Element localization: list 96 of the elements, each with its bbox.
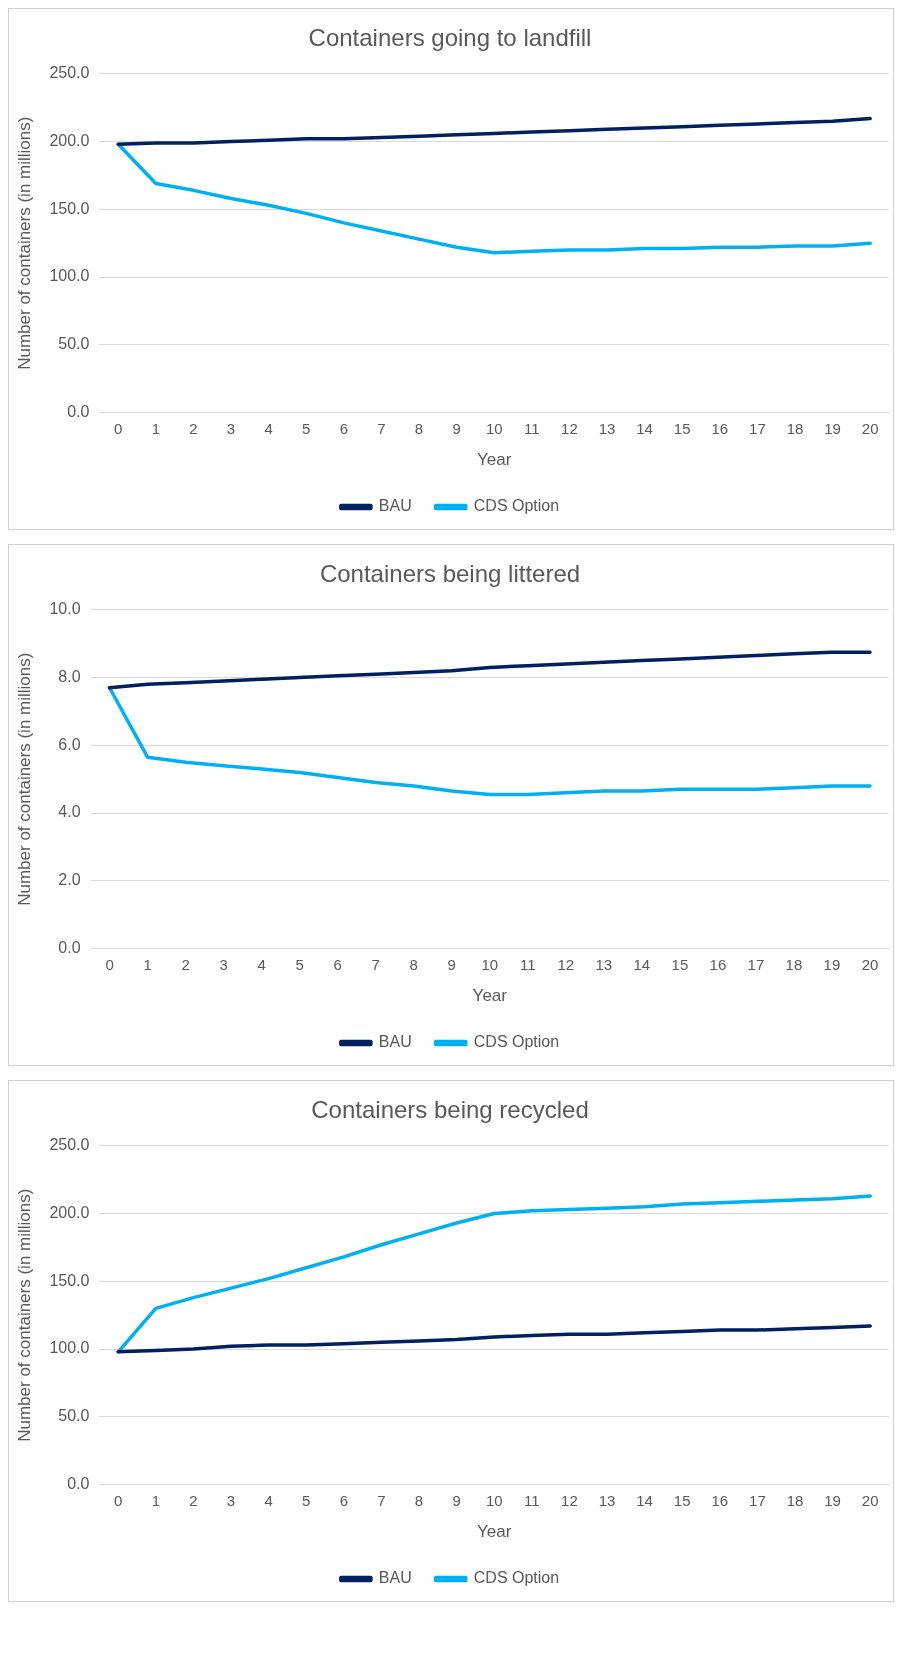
x-tick-label: 15 xyxy=(673,419,691,437)
x-tick-label: 8 xyxy=(414,1491,424,1509)
x-tick-label: 14 xyxy=(633,955,651,973)
x-tick-label: 19 xyxy=(824,1491,841,1509)
x-tick-label: 1 xyxy=(151,419,161,437)
x-tick-label: 18 xyxy=(786,419,804,437)
x-tick-label: 5 xyxy=(295,955,304,973)
y-tick-label: 0.0 xyxy=(67,403,90,421)
x-tick-label: 6 xyxy=(339,1491,348,1509)
y-tick-label: 2.0 xyxy=(58,871,81,889)
x-tick-label: 16 xyxy=(709,955,727,973)
y-tick-label: 50.0 xyxy=(58,1407,90,1425)
y-tick-label: 6.0 xyxy=(58,735,81,753)
x-tick-label: 5 xyxy=(302,419,311,437)
x-axis-title: Year xyxy=(477,450,512,470)
y-tick-label: 200.0 xyxy=(49,131,90,149)
legend-label: CDS Option xyxy=(473,1569,560,1587)
x-tick-label: 14 xyxy=(636,419,653,437)
y-tick-label: 250.0 xyxy=(49,64,90,82)
x-tick-label: 1 xyxy=(143,955,152,973)
x-tick-label: 2 xyxy=(189,1491,198,1509)
x-tick-label: 3 xyxy=(226,1491,236,1509)
x-tick-label: 13 xyxy=(598,1491,616,1509)
y-tick-label: 100.0 xyxy=(49,1339,90,1357)
x-tick-label: 9 xyxy=(447,955,456,973)
x-tick-label: 11 xyxy=(520,955,536,973)
x-tick-label: 4 xyxy=(264,1491,273,1509)
x-tick-label: 17 xyxy=(749,419,766,437)
y-tick-label: 250.0 xyxy=(49,1136,90,1154)
x-tick-label: 7 xyxy=(371,955,380,973)
chart-title: Containers going to landfill xyxy=(308,24,592,52)
x-tick-label: 12 xyxy=(557,955,575,973)
x-tick-label: 8 xyxy=(409,955,418,973)
x-tick-label: 1 xyxy=(151,1491,161,1509)
x-tick-label: 2 xyxy=(189,419,198,437)
x-tick-label: 0 xyxy=(114,419,123,437)
y-tick-label: 0.0 xyxy=(58,939,81,957)
x-tick-label: 4 xyxy=(257,955,266,973)
y-tick-label: 0.0 xyxy=(67,1475,90,1493)
x-tick-label: 6 xyxy=(333,955,342,973)
x-tick-label: 18 xyxy=(785,955,803,973)
x-tick-label: 3 xyxy=(226,419,236,437)
y-axis-title: Number of containers (in millions) xyxy=(14,652,34,906)
x-tick-label: 3 xyxy=(219,955,228,973)
x-tick-label: 5 xyxy=(302,1491,311,1509)
x-tick-label: 4 xyxy=(264,419,273,437)
x-tick-label: 13 xyxy=(595,955,613,973)
x-tick-label: 0 xyxy=(114,1491,123,1509)
x-tick-label: 9 xyxy=(452,419,461,437)
legend-label: BAU xyxy=(378,1033,412,1051)
chart-title: Containers being recycled xyxy=(311,1096,589,1124)
x-tick-label: 15 xyxy=(673,1491,691,1509)
x-tick-label: 10 xyxy=(485,1491,503,1509)
y-tick-label: 50.0 xyxy=(58,335,90,353)
x-tick-label: 12 xyxy=(561,1491,578,1509)
legend-label: BAU xyxy=(378,1569,412,1587)
x-tick-label: 17 xyxy=(749,1491,766,1509)
x-tick-label: 11 xyxy=(524,1491,540,1509)
x-tick-label: 7 xyxy=(377,419,386,437)
y-tick-label: 4.0 xyxy=(58,803,81,821)
legend-label: BAU xyxy=(378,497,412,515)
x-tick-label: 16 xyxy=(711,419,729,437)
y-tick-label: 10.0 xyxy=(49,600,81,618)
x-tick-label: 0 xyxy=(105,955,114,973)
x-tick-label: 20 xyxy=(861,955,879,973)
y-tick-label: 100.0 xyxy=(49,267,90,285)
x-axis-title: Year xyxy=(477,1522,512,1542)
x-tick-label: 19 xyxy=(823,955,841,973)
x-tick-label: 11 xyxy=(524,419,540,437)
x-tick-label: 6 xyxy=(339,419,348,437)
y-axis-title: Number of containers (in millions) xyxy=(14,116,34,370)
x-tick-label: 20 xyxy=(861,1491,879,1509)
legend-label: CDS Option xyxy=(473,497,560,515)
y-tick-label: 150.0 xyxy=(49,199,90,217)
x-tick-label: 20 xyxy=(861,419,879,437)
x-tick-label: 7 xyxy=(377,1491,386,1509)
x-tick-label: 9 xyxy=(452,1491,461,1509)
y-tick-label: 200.0 xyxy=(49,1203,90,1221)
x-tick-label: 14 xyxy=(636,1491,653,1509)
x-tick-label: 16 xyxy=(711,1491,729,1509)
chart-title: Containers being littered xyxy=(319,560,581,588)
x-tick-label: 8 xyxy=(414,419,424,437)
x-tick-label: 10 xyxy=(481,955,499,973)
x-tick-label: 2 xyxy=(181,955,190,973)
x-tick-label: 17 xyxy=(747,955,765,973)
legend-label: CDS Option xyxy=(473,1033,560,1051)
x-tick-label: 12 xyxy=(561,419,578,437)
y-tick-label: 8.0 xyxy=(58,667,81,685)
x-tick-label: 18 xyxy=(786,1491,804,1509)
x-tick-label: 13 xyxy=(598,419,616,437)
x-tick-label: 19 xyxy=(824,419,841,437)
y-axis-title: Number of containers (in millions) xyxy=(14,1188,34,1442)
x-tick-label: 10 xyxy=(485,419,503,437)
y-tick-label: 150.0 xyxy=(49,1271,90,1289)
x-tick-label: 15 xyxy=(671,955,689,973)
x-axis-title: Year xyxy=(472,986,508,1006)
